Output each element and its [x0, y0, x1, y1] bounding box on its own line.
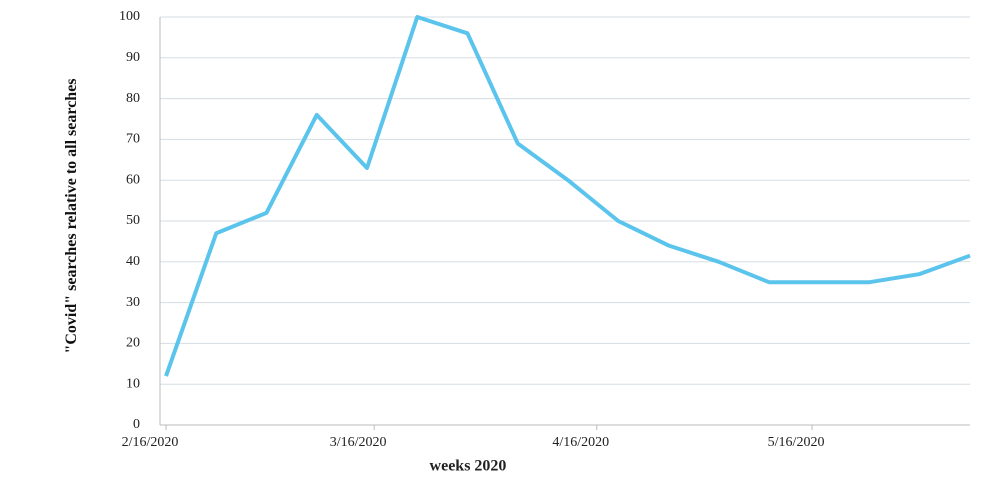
y-tick-label: 20 — [126, 336, 140, 351]
y-tick-label: 0 — [133, 417, 140, 432]
y-tick-label: 40 — [126, 254, 140, 269]
y-tick-label: 10 — [126, 376, 140, 391]
x-tick-label: 4/16/2020 — [552, 435, 609, 450]
y-tick-label: 100 — [119, 9, 140, 24]
y-tick-label: 70 — [126, 132, 140, 147]
y-tick-label: 30 — [126, 295, 140, 310]
x-tick-label: 3/16/2020 — [330, 435, 387, 450]
y-tick-label: 80 — [126, 91, 140, 106]
x-tick-label: 2/16/2020 — [122, 435, 179, 450]
x-axis-label: weeks 2020 — [430, 458, 507, 475]
y-tick-label: 60 — [126, 172, 140, 187]
y-tick-label: 50 — [126, 213, 140, 228]
y-tick-label: 90 — [126, 50, 140, 65]
data-line — [164, 15, 971, 377]
y-axis-label: "Covid" searches relative to all searche… — [63, 78, 80, 354]
x-tick-label: 5/16/2020 — [768, 435, 825, 450]
